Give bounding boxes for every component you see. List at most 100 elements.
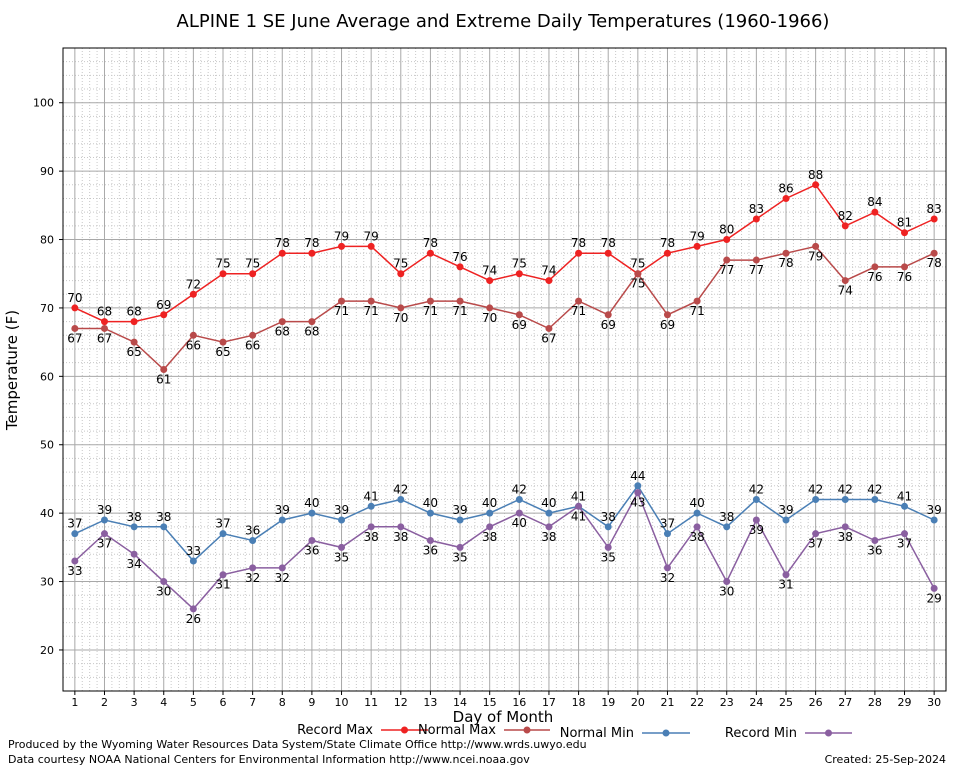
record-max-value-label: 79 [334,229,349,243]
normal-max-point [604,311,612,319]
record-min-value-label: 32 [660,571,675,585]
record-max-point [752,215,760,223]
series-layer [71,181,938,613]
x-tick-label: 1 [71,696,78,709]
record-min-point [575,502,583,510]
record-max-value-label: 75 [393,257,408,271]
normal-min-value-label: 42 [393,482,408,496]
record-max-value-label: 68 [97,305,112,319]
normal-min-point [160,523,168,531]
x-tick-label: 16 [512,696,526,709]
record-min-point [545,523,553,531]
normal-min-point [219,530,227,538]
normal-min-value-label: 39 [334,503,349,517]
normal-min-point [782,516,790,524]
normal-min-value-label: 40 [423,496,438,510]
record-min-point [130,550,138,558]
normal-min-value-label: 42 [512,482,527,496]
record-min-point [278,564,286,572]
normal-min-value-label: 40 [541,496,556,510]
normal-min-point [338,516,346,524]
normal-max-value-label: 65 [126,345,141,359]
normal-max-value-label: 71 [571,304,586,318]
record-max-point [426,249,434,257]
record-max-point [515,270,523,278]
legend-label-normal-min: Normal Min [560,726,634,741]
record-min-point [367,523,375,531]
x-tick-label: 3 [131,696,138,709]
normal-max-point [189,331,197,339]
record-max-point [486,277,494,285]
normal-min-point [308,509,316,517]
record-max-value-label: 83 [749,202,764,216]
record-max-point [367,242,375,250]
normal-max-point [901,263,909,271]
x-tick-label: 11 [364,696,378,709]
normal-min-point [841,495,849,503]
normal-max-point [871,263,879,271]
x-tick-label: 22 [690,696,704,709]
normal-max-point [278,318,286,326]
record-min-point [663,564,671,572]
record-min-point [426,537,434,545]
record-min-value-label: 30 [156,585,171,599]
record-min-value-label: 36 [423,544,438,558]
normal-min-point [426,509,434,517]
record-max-point [841,222,849,230]
record-min-point [604,543,612,551]
record-min-value-label: 37 [808,537,823,551]
normal-max-point [930,249,938,257]
normal-max-value-label: 70 [482,311,497,325]
record-min-point [812,530,820,538]
created-date-text: Created: 25-Sep-2024 [824,753,946,766]
record-max-point [71,304,79,312]
record-max-value-label: 75 [630,257,645,271]
normal-min-value-label: 42 [838,482,853,496]
normal-max-point [219,338,227,346]
record-max-point [575,249,583,257]
y-tick-label: 50 [40,439,54,452]
x-tick-label: 30 [927,696,941,709]
x-tick-label: 8 [279,696,286,709]
normal-min-value-label: 41 [897,489,912,503]
record-min-value-label: 36 [867,544,882,558]
legend-label-record-min: Record Min [725,726,797,741]
y-tick-label: 40 [40,507,54,520]
record-max-value-label: 78 [304,236,319,250]
normal-max-value-label: 78 [778,256,793,270]
normal-min-point [693,509,701,517]
record-min-value-label: 31 [778,578,793,592]
normal-min-point [130,523,138,531]
record-max-value-label: 72 [186,277,201,291]
normal-max-point [367,297,375,305]
record-min-point [456,543,464,551]
record-min-value-label: 40 [512,516,527,530]
record-min-value-label: 38 [364,530,379,544]
record-min-point [782,571,790,579]
record-max-value-label: 81 [897,216,912,230]
normal-max-value-label: 61 [156,373,171,387]
normal-min-point [901,502,909,510]
normal-max-point [663,311,671,319]
normal-min-point [515,495,523,503]
record-max-value-label: 78 [423,236,438,250]
labels-layer: 70 68 68 69 72 75 75 78 78 79 79 75 78 76 74 75 74 78 78 75… [67,168,942,626]
record-min-value-label: 41 [571,509,586,523]
record-min-point [338,543,346,551]
normal-max-point [782,249,790,257]
record-min-point [634,489,642,497]
record-max-point [663,249,671,257]
record-max-value-label: 78 [601,236,616,250]
record-max-value-label: 75 [245,257,260,271]
normal-max-point [308,318,316,326]
record-min-value-label: 38 [541,530,556,544]
normal-max-point [723,256,731,264]
y-tick-label: 30 [40,576,54,589]
normal-max-value-label: 65 [215,345,230,359]
x-tick-label: 7 [249,696,256,709]
plot-frame [62,47,947,692]
normal-max-value-label: 76 [897,270,912,284]
normal-min-value-label: 38 [719,510,734,524]
x-tick-label: 25 [779,696,793,709]
record-min-point [930,584,938,592]
